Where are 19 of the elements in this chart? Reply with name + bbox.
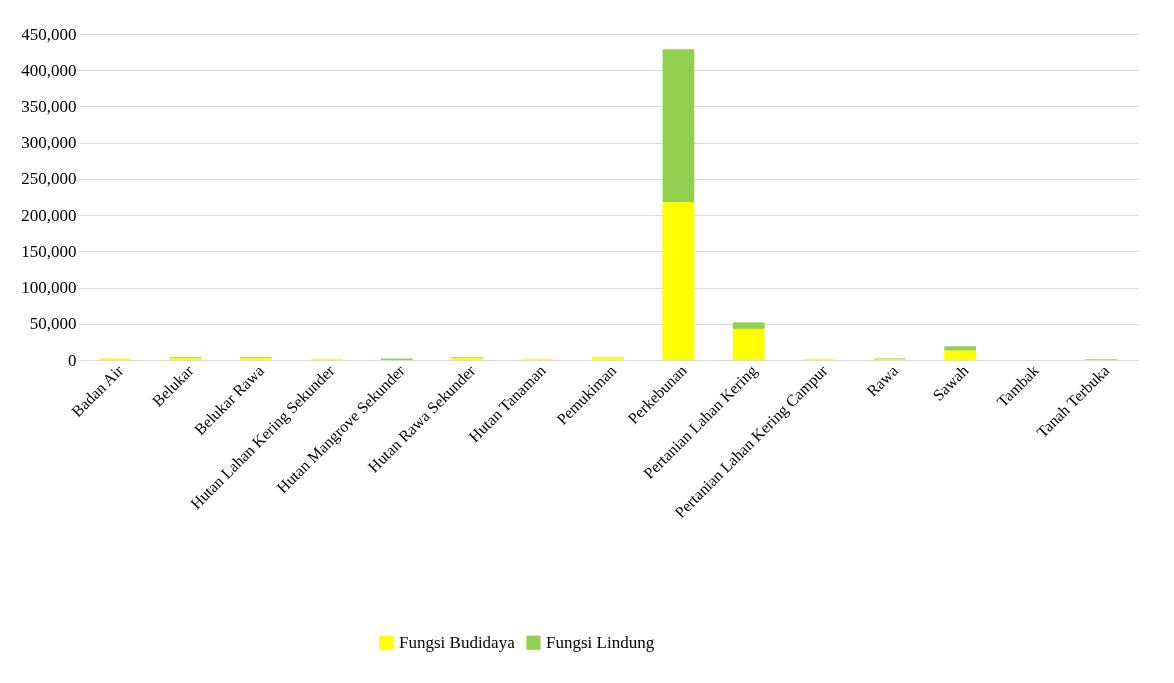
y-tick-label: 450,000 [21,24,77,44]
y-tick-label: 0 [68,350,77,370]
y-tick-label: 350,000 [21,96,77,116]
bar [733,328,765,360]
y-tick-label: 400,000 [21,60,77,80]
y-tick-label: 200,000 [21,205,77,225]
legend-label: Fungsi Budidaya [399,632,516,652]
y-tick-label: 150,000 [21,241,77,261]
y-tick-label: 300,000 [21,133,77,153]
bar [944,346,977,351]
bar [733,322,765,329]
bar [592,357,624,360]
bar [944,350,977,360]
legend-label: Fungsi Lindung [546,632,655,652]
bar [662,49,695,203]
y-tick-label: 100,000 [21,278,77,298]
y-tick-label: 250,000 [21,169,77,189]
y-tick-label: 50,000 [29,314,77,334]
bar [662,202,695,360]
